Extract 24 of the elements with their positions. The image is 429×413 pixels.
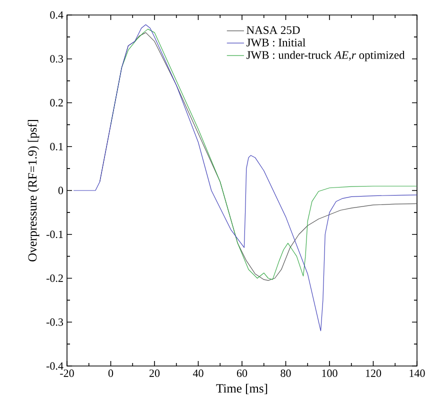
y-axis-title: Overpressure (RF=1.9) [psf] xyxy=(28,120,40,262)
line-series xyxy=(73,24,417,332)
x-tick-label: 20 xyxy=(149,370,160,377)
y-tick-label: 0 xyxy=(58,186,64,194)
legend-label: JWB : under-truck AE,r optimized xyxy=(246,50,405,62)
y-tick-label: 0.3 xyxy=(50,55,64,63)
y-tick-label: 0.2 xyxy=(50,99,63,106)
legend-label: NASA 25D xyxy=(246,26,300,34)
x-tick-label: 0 xyxy=(108,370,114,377)
y-tick-label: -0.1 xyxy=(46,230,63,238)
x-tick-label: 120 xyxy=(366,370,382,377)
x-tick-label: 100 xyxy=(322,370,338,377)
y-tick-label: -0.4 xyxy=(46,362,64,370)
x-tick-label: 60 xyxy=(236,370,248,377)
y-tick-label: 0.1 xyxy=(50,142,63,150)
x-axis-title: Time [ms] xyxy=(216,384,268,394)
y-tick-label: -0.2 xyxy=(46,274,63,282)
x-tick-label: 80 xyxy=(280,370,291,377)
x-tick-label: 140 xyxy=(410,370,425,377)
x-tick-label: 40 xyxy=(192,370,204,377)
legend-label: JWB : Initial xyxy=(246,38,306,46)
y-tick-label: 0.4 xyxy=(50,11,64,19)
x-tick-label: -20 xyxy=(60,370,74,377)
y-tick-label: -0.3 xyxy=(46,318,64,326)
